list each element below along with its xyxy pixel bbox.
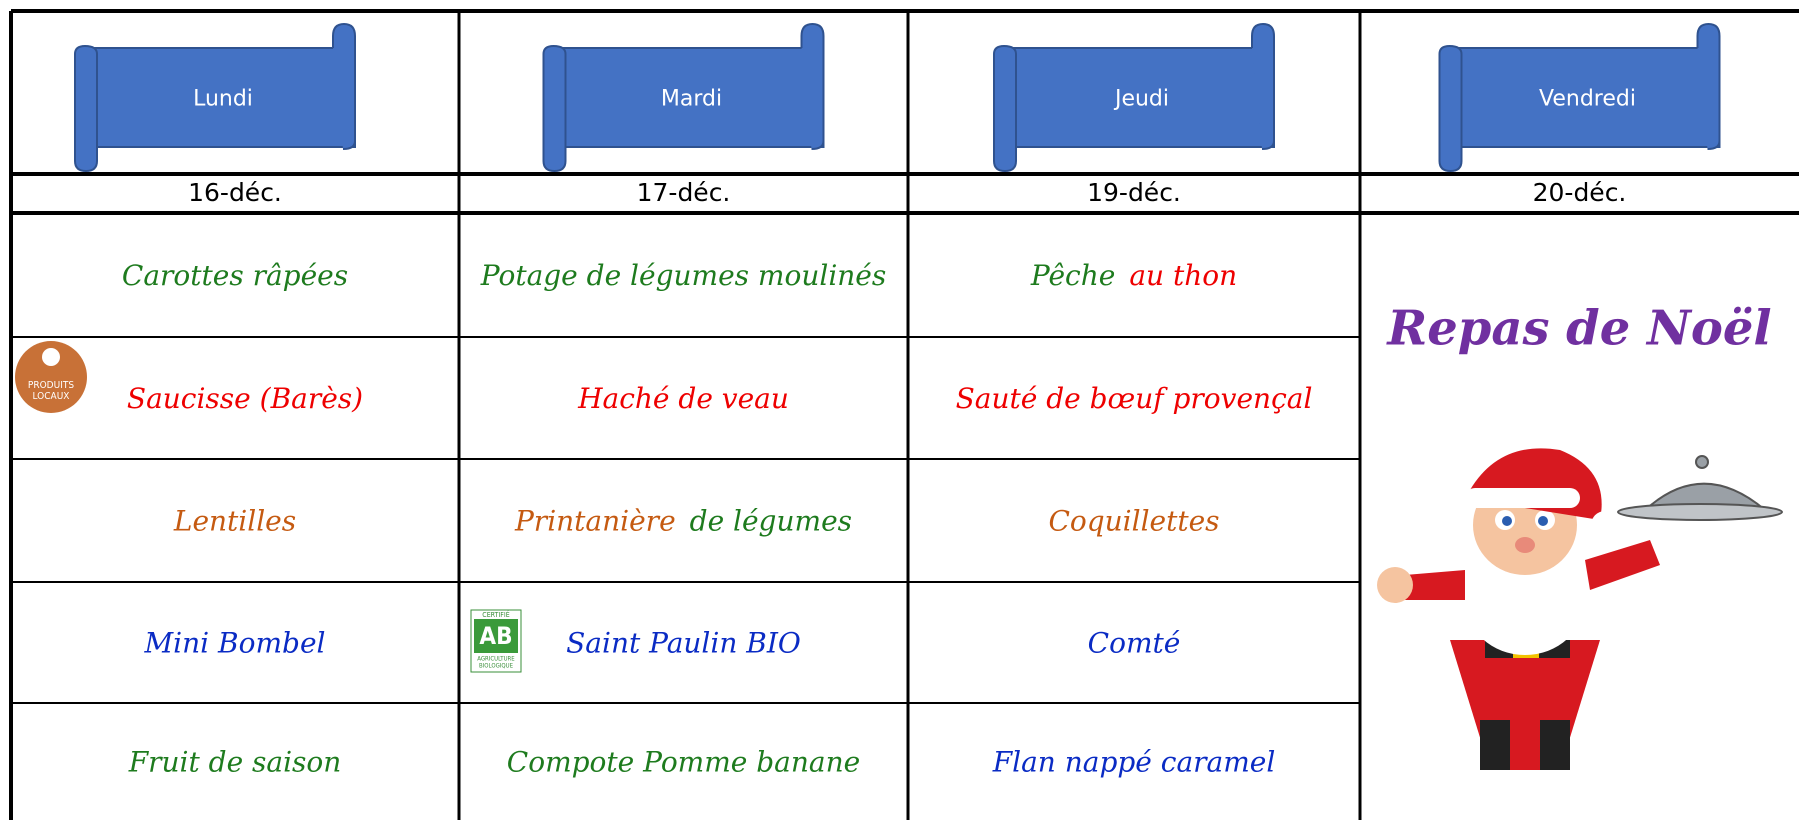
santa-illustration [1377,448,1783,770]
day-banner: Lundi [74,22,356,173]
day-banner: Jeudi [993,22,1275,173]
day-name: Jeudi [1113,87,1169,112]
menu-text: Sauté de bœuf provençal [956,382,1313,415]
badge-text: BIOLOGIQUE [479,663,514,670]
banner-right-roll [800,22,825,150]
local-badge-pin [42,348,60,366]
santa-part [1538,516,1548,526]
badge-text: AB [479,622,512,650]
santa-part [1585,540,1660,590]
menu-item: Mini Bombel [144,626,326,659]
menu-item: Saucisse (Barès) [127,382,363,415]
menu-item: Haché de veau [577,382,789,415]
menu-item: Coquillettes [1048,504,1219,537]
santa-part [1502,516,1512,526]
menu-text: Flan nappé caramel [992,745,1276,778]
santa-part [1377,567,1413,603]
santa-part [1450,640,1600,770]
banner-right-roll [1251,22,1275,150]
menu-text: au thon [1129,259,1237,292]
menu-text: de légumes [690,504,852,537]
menu-text: Compote Pomme banane [507,745,860,778]
menu-text: Potage de légumes moulinés [480,259,887,292]
menu-text: Printanière [514,504,676,537]
santa-part [1617,503,1783,521]
santa-part [1540,720,1570,770]
menu-item: Compote Pomme banane [507,745,860,778]
badge-text: AGRICULTURE [477,656,515,663]
banner-right-roll [1696,22,1721,150]
menu-item: Sauté de bœuf provençal [956,382,1313,415]
menu-item: Lentilles [173,504,296,537]
badge-text: PRODUITS [28,380,74,391]
menu-text: Carottes râpées [122,259,348,292]
date: 16-déc. [188,178,282,207]
menu-item: Flan nappé caramel [992,745,1276,778]
santa-part [1400,570,1465,600]
menu-item: Fruit de saison [128,745,342,778]
santa-part [1465,545,1585,655]
badge-text: CERTIFIÉ [482,610,509,619]
menu-text: Coquillettes [1048,504,1219,537]
menu-item: Pêche au thon [1030,259,1237,292]
date: 17-déc. [637,178,731,207]
organic-badge-fill [474,619,518,653]
day-name: Vendredi [1539,87,1636,112]
menu-item: Potage de légumes moulinés [480,259,887,292]
menu-text: Pêche [1030,259,1115,292]
menu-item: Carottes râpées [122,259,348,292]
day-banner: Mardi [542,22,825,173]
santa-part [1480,720,1510,770]
day-banner: Vendredi [1438,22,1721,173]
santa-part [1465,488,1580,508]
menu-item: Printanière de légumes [514,504,852,537]
menu-text: Comté [1088,626,1181,659]
menu-text: Saint Paulin BIO [566,626,801,659]
menu-text: Saucisse (Barès) [127,382,363,415]
banner-right-roll [332,22,356,150]
banner-left-roll [74,44,98,173]
menu-text: Haché de veau [577,382,789,415]
date: 20-déc. [1533,178,1627,207]
day-name: Mardi [661,87,722,112]
menu-text: Mini Bombel [144,626,326,659]
date: 19-déc. [1087,178,1181,207]
menu-text: Lentilles [173,504,296,537]
santa-part [1695,455,1709,469]
special-title: Repas de Noël [1385,301,1771,357]
day-name: Lundi [193,87,253,112]
menu-item: Saint Paulin BIO [566,626,801,659]
banner-left-roll [993,44,1017,173]
santa-part [1591,511,1619,539]
badge-text: LOCAUX [33,391,70,402]
banner-left-roll [542,44,567,173]
menu-item: Comté [1088,626,1181,659]
banner-left-roll [1438,44,1463,173]
menu-text: Fruit de saison [128,745,342,778]
local-badge [15,341,87,413]
santa-part [1515,537,1535,553]
